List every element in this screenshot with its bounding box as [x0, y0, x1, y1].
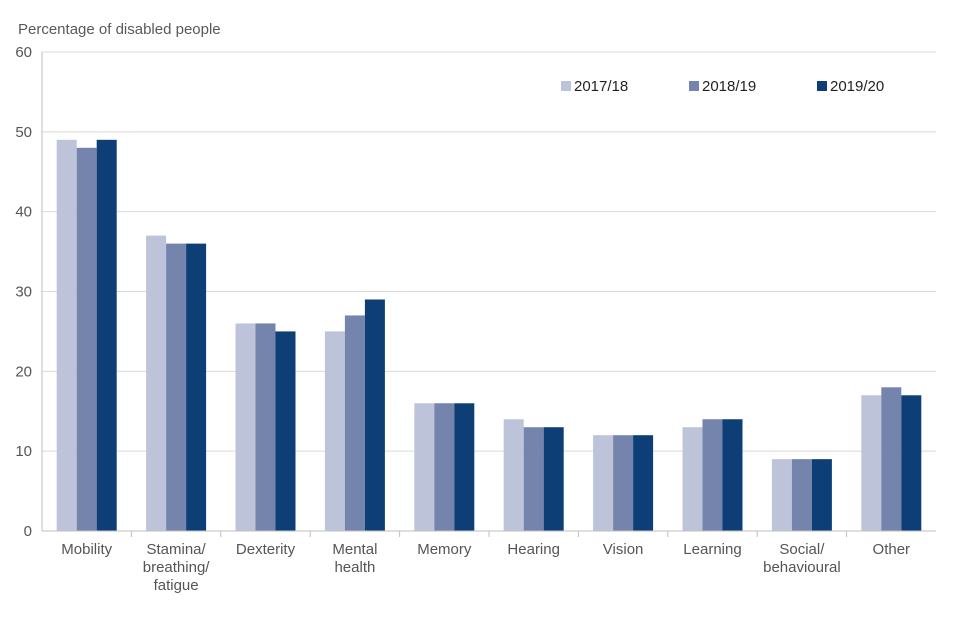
bars: [56, 139, 922, 532]
bar: [593, 435, 614, 531]
legend-label: 2019/20: [830, 78, 884, 95]
legend-swatch: [561, 81, 571, 91]
x-tick-label: Stamina/: [146, 541, 206, 558]
x-tick-label: Memory: [417, 541, 472, 558]
legend-swatch: [689, 81, 699, 91]
y-tick-label: 50: [15, 124, 32, 141]
bar: [235, 323, 256, 531]
bar: [771, 459, 792, 531]
bar: [275, 331, 296, 531]
bar: [344, 315, 365, 531]
legend: 2017/18 2018/19 2019/20: [561, 78, 884, 95]
bar: [702, 419, 723, 531]
bar: [434, 403, 455, 531]
bar: [633, 435, 654, 531]
bar: [454, 403, 475, 531]
bar: [861, 395, 882, 531]
x-tick-label: Mental: [332, 541, 377, 558]
x-tick-label: Learning: [683, 541, 741, 558]
bar: [503, 419, 524, 531]
x-tick-label: Social/: [779, 541, 825, 558]
x-tick-label: Mobility: [61, 541, 112, 558]
x-tick-label: fatigue: [154, 577, 199, 594]
bar: [543, 427, 564, 531]
bar: [613, 435, 634, 531]
axes: [41, 52, 936, 537]
bar: [76, 147, 97, 532]
y-tick-label: 30: [15, 284, 32, 301]
bar: [901, 395, 922, 531]
y-tick-label: 10: [15, 443, 32, 460]
x-tick-label: Vision: [603, 541, 644, 558]
bar: [364, 299, 385, 531]
bar: [166, 243, 187, 531]
y-axis-label: Percentage of disabled people: [18, 21, 221, 38]
x-tick-label: behavioural: [763, 559, 841, 576]
bar: [791, 459, 812, 531]
bar: [96, 139, 117, 532]
bar: [682, 427, 703, 531]
legend-label: 2017/18: [574, 78, 628, 95]
bar: [881, 387, 902, 531]
bar: [324, 331, 345, 531]
x-axis-ticks: Mobility Stamina/breathing/fatigue Dexteri…: [61, 541, 910, 594]
x-tick-label: Dexterity: [236, 541, 296, 558]
x-tick-label: Other: [873, 541, 911, 558]
bar: [186, 243, 207, 531]
bar: [523, 427, 544, 531]
bar: [146, 235, 167, 531]
y-tick-label: 40: [15, 204, 32, 221]
bar: [255, 323, 276, 531]
y-axis-ticks: 0 10 20 30 40 50 60: [15, 44, 32, 540]
x-tick-label: Hearing: [507, 541, 560, 558]
legend-label: 2018/19: [702, 78, 756, 95]
bar: [56, 139, 77, 532]
x-tick-label: health: [334, 559, 375, 576]
bar: [722, 419, 743, 531]
legend-swatch: [817, 81, 827, 91]
x-tick-label: breathing/: [143, 559, 211, 576]
bar: [414, 403, 435, 531]
bar: [811, 459, 832, 531]
y-tick-label: 60: [15, 44, 32, 61]
y-tick-label: 20: [15, 363, 32, 380]
y-tick-label: 0: [24, 523, 32, 540]
